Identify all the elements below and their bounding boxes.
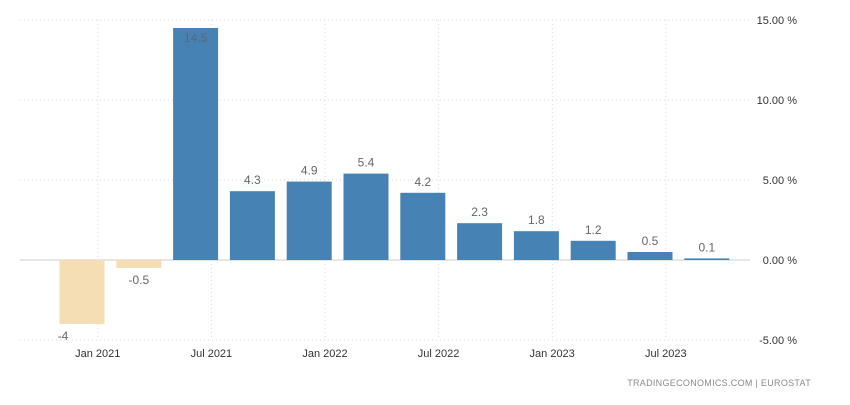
bar[interactable]: [400, 192, 446, 260]
source-credit: TRADINGECONOMICS.COM | EUROSTAT: [627, 378, 811, 388]
bar-value-label: 1.2: [585, 223, 602, 237]
bar[interactable]: [570, 240, 616, 260]
bar-value-label: 14.5: [184, 31, 208, 45]
bar-value-label: 5.4: [358, 156, 375, 170]
bar[interactable]: [513, 231, 559, 260]
bar-value-label: -0.5: [128, 273, 149, 287]
x-tick-label: Jan 2023: [530, 348, 575, 360]
bar-value-label: 0.5: [642, 234, 659, 248]
bar[interactable]: [173, 28, 219, 260]
y-tick-label: 15.00 %: [757, 15, 798, 27]
bar[interactable]: [457, 223, 503, 260]
bar-value-label: 4.3: [244, 173, 261, 187]
y-tick-label: 5.00 %: [763, 175, 797, 187]
x-tick-label: Jul 2023: [645, 348, 687, 360]
bars-layer: [59, 28, 730, 324]
bar[interactable]: [286, 181, 332, 260]
bar[interactable]: [627, 252, 673, 260]
bar-value-label: 1.8: [528, 213, 545, 227]
bar[interactable]: [229, 191, 275, 260]
bar[interactable]: [684, 258, 730, 260]
y-tick-label: -5.00 %: [759, 335, 797, 347]
y-tick-label: 10.00 %: [757, 95, 798, 107]
data-labels-layer: -4 -0.5 14.5 4.3 4.9 5.4 4.2 2.3 1.8 1.2 0.5 0.1: [58, 31, 716, 343]
bar-value-label: 0.1: [698, 240, 715, 254]
x-tick-label: Jul 2021: [191, 348, 233, 360]
bar[interactable]: [59, 260, 105, 324]
bar[interactable]: [343, 173, 389, 260]
x-tick-label: Jan 2022: [302, 348, 347, 360]
x-axis: Jan 2021 Jul 2021 Jan 2022 Jul 2022 Jan 2023…: [75, 348, 686, 360]
bar-value-label: 4.2: [414, 175, 431, 189]
y-axis: 15.00 % 10.00 % 5.00 % 0.00 % -5.00 %: [757, 15, 798, 347]
bar-value-label: 2.3: [471, 205, 488, 219]
y-tick-label: 0.00 %: [763, 255, 797, 267]
x-tick-label: Jan 2021: [75, 348, 120, 360]
x-tick-label: Jul 2022: [418, 348, 460, 360]
bar-value-label: -4: [58, 329, 69, 343]
bar-value-label: 4.9: [301, 164, 318, 178]
bar[interactable]: [116, 260, 162, 268]
